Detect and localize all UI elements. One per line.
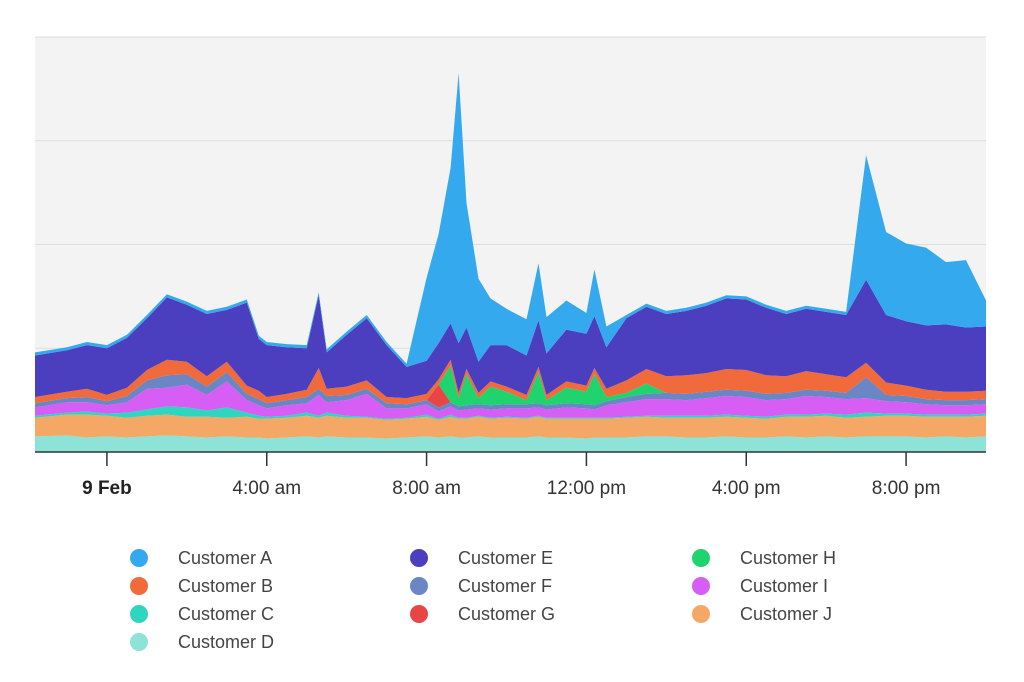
legend-swatch xyxy=(130,549,148,567)
legend-swatch xyxy=(692,605,710,623)
x-tick-label-0: 9 Feb xyxy=(82,478,132,499)
legend: Customer A Customer B Customer C Customer D… xyxy=(0,540,1024,670)
x-tick-label-5: 8:00 pm xyxy=(872,478,941,499)
legend-item: Customer J xyxy=(692,602,832,626)
legend-item: Customer I xyxy=(692,574,828,598)
legend-label: Customer F xyxy=(458,575,553,596)
legend-label: Customer I xyxy=(740,575,829,596)
legend-item: Customer F xyxy=(410,574,552,598)
x-tick-label-3: 12:00 pm xyxy=(547,478,626,499)
area-customer-d xyxy=(35,435,986,452)
legend-label: Customer E xyxy=(458,547,554,568)
legend-item: Customer E xyxy=(410,546,553,570)
legend-swatch xyxy=(410,577,428,595)
area-customer-e xyxy=(35,279,986,399)
legend-label: Customer H xyxy=(740,547,837,568)
x-tick-label-1: 4:00 am xyxy=(232,478,301,499)
series-areas xyxy=(35,73,986,452)
legend-label: Customer G xyxy=(458,603,556,624)
legend-swatch xyxy=(130,633,148,651)
legend-label: Customer D xyxy=(178,631,275,652)
area-customer-c xyxy=(35,406,986,420)
area-customer-h xyxy=(35,365,986,407)
legend-item: Customer G xyxy=(410,602,555,626)
legend-label: Customer J xyxy=(740,603,833,624)
area-customer-b xyxy=(35,359,986,405)
legend-label: Customer C xyxy=(178,603,275,624)
legend-label: Customer A xyxy=(178,547,273,568)
legend-swatch xyxy=(130,577,148,595)
legend-swatch xyxy=(410,605,428,623)
legend-label: Customer B xyxy=(178,575,274,596)
legend-swatch xyxy=(410,549,428,567)
legend-item: Customer B xyxy=(130,574,273,598)
legend-swatch xyxy=(692,549,710,567)
area-customer-f xyxy=(35,372,986,412)
legend-swatch xyxy=(692,577,710,595)
x-tick-label-4: 4:00 pm xyxy=(712,478,781,499)
legend-swatch xyxy=(130,605,148,623)
area-customer-j xyxy=(35,414,986,439)
legend-item: Customer A xyxy=(130,546,272,570)
legend-item: Customer D xyxy=(130,630,274,654)
legend-item: Customer H xyxy=(692,546,836,570)
area-customer-i xyxy=(35,381,986,419)
x-tick-label-2: 8:00 am xyxy=(392,478,461,499)
stacked-area-chart: 9 Feb 4:00 am 8:00 am 12:00 pm 4:00 pm 8:00 p… xyxy=(35,36,986,499)
legend-item: Customer C xyxy=(130,602,274,626)
x-axis-ticks: 9 Feb 4:00 am 8:00 am 12:00 pm 4:00 pm 8:00 p… xyxy=(82,452,940,499)
